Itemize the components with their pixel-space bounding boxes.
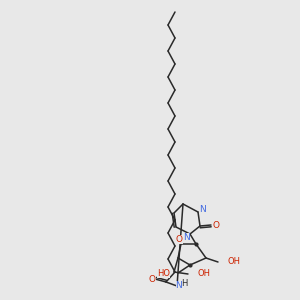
Text: OH: OH (227, 257, 240, 266)
Text: O: O (176, 235, 182, 244)
Text: H: H (181, 278, 187, 287)
Text: N: N (200, 206, 206, 214)
Text: O: O (148, 274, 155, 284)
Text: N: N (184, 232, 190, 242)
Text: HO: HO (157, 268, 170, 278)
Text: N: N (176, 280, 182, 290)
Text: OH: OH (197, 269, 210, 278)
Text: O: O (212, 220, 220, 230)
